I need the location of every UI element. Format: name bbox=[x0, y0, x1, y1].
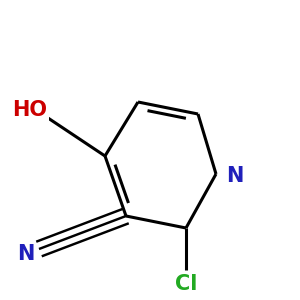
Text: N: N bbox=[226, 166, 244, 185]
Text: HO: HO bbox=[13, 100, 47, 119]
Text: Cl: Cl bbox=[175, 274, 197, 293]
Text: N: N bbox=[17, 244, 34, 263]
